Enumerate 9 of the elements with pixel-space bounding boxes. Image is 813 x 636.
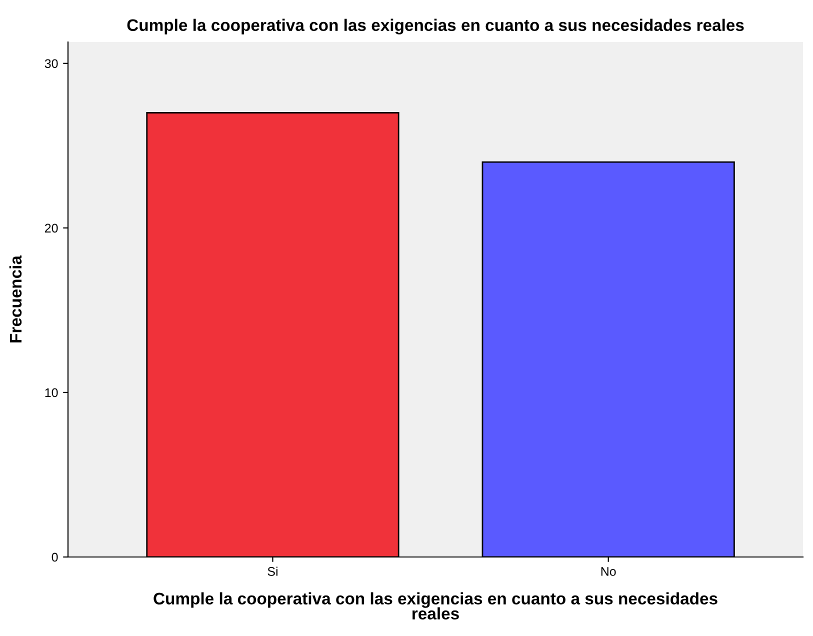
y-tick-label: 10 (45, 388, 58, 398)
y-tick-label: 0 (52, 552, 58, 562)
x-axis-title: Cumple la cooperativa con las exigencias en cuanto a sus necesidades reales (154, 592, 718, 620)
y-axis-title: Frecuencia (9, 255, 22, 342)
y-tick-label: 30 (44, 59, 58, 68)
x-tick-label: No (601, 567, 616, 576)
y-tick-label: 20 (45, 224, 58, 233)
x-tick-label: Si (268, 566, 278, 576)
chart-title: Cumple la cooperativa con las exigencias en cuanto a sus necesidades reales (127, 18, 744, 34)
